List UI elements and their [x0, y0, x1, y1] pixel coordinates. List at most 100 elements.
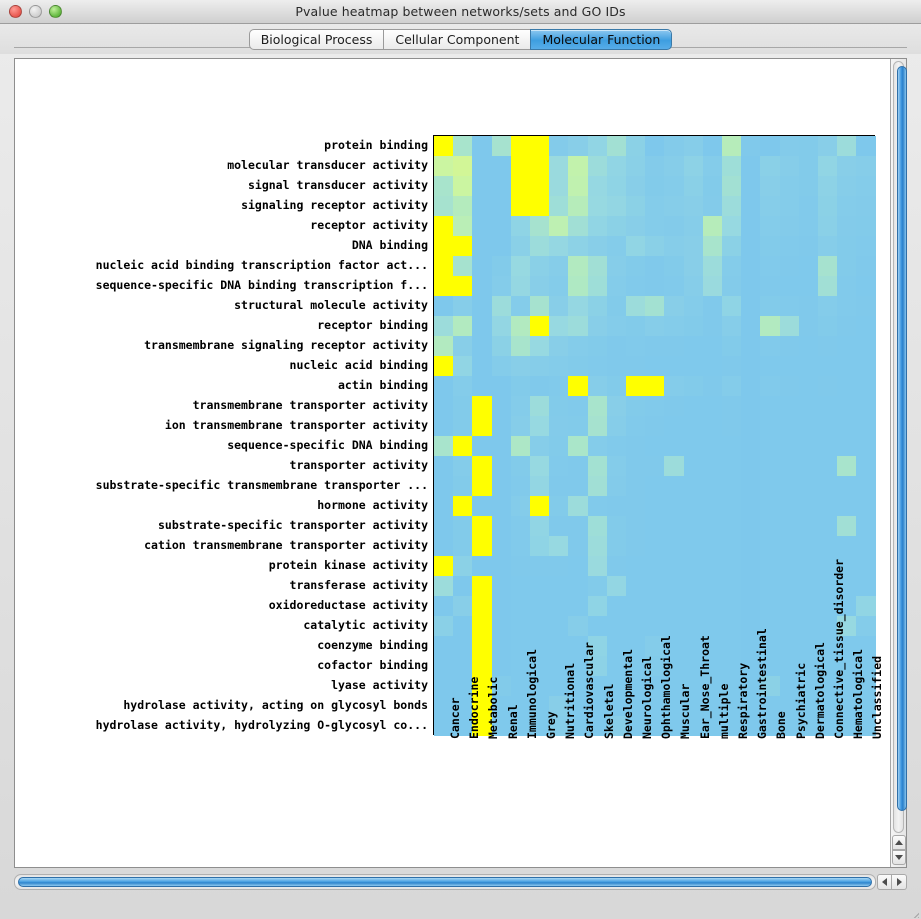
- heatmap-cell[interactable]: [472, 356, 493, 376]
- heatmap-cell[interactable]: [683, 176, 704, 196]
- heatmap-cell[interactable]: [568, 196, 589, 216]
- heatmap-cell[interactable]: [837, 216, 857, 236]
- heatmap-cell[interactable]: [837, 596, 857, 616]
- heatmap-cell[interactable]: [818, 356, 838, 376]
- heatmap-cell[interactable]: [798, 296, 819, 316]
- heatmap-cell[interactable]: [856, 416, 877, 436]
- heatmap-cell[interactable]: [818, 416, 838, 436]
- heatmap-cell[interactable]: [722, 656, 742, 676]
- heatmap-cell[interactable]: [818, 476, 838, 496]
- heatmap-cell[interactable]: [798, 516, 819, 536]
- heatmap-cell[interactable]: [779, 576, 800, 596]
- heatmap-cell[interactable]: [798, 436, 819, 456]
- heatmap-cell[interactable]: [510, 596, 531, 616]
- heatmap-cell[interactable]: [568, 336, 589, 356]
- heatmap-cell[interactable]: [453, 396, 473, 416]
- heatmap-cell[interactable]: [568, 236, 589, 256]
- heatmap-cell[interactable]: [491, 256, 512, 276]
- heatmap-cell[interactable]: [741, 436, 761, 456]
- heatmap-cell[interactable]: [856, 596, 877, 616]
- heatmap-cell[interactable]: [568, 376, 589, 396]
- heatmap-cell[interactable]: [779, 416, 800, 436]
- heatmap-cell[interactable]: [606, 356, 627, 376]
- heatmap-cell[interactable]: [856, 476, 877, 496]
- vertical-scroll-track[interactable]: [893, 61, 907, 833]
- scroll-right-button[interactable]: [892, 874, 907, 890]
- heatmap-cell[interactable]: [510, 436, 531, 456]
- heatmap-cell[interactable]: [453, 496, 473, 516]
- heatmap-cell[interactable]: [683, 536, 704, 556]
- heatmap-cell[interactable]: [491, 456, 512, 476]
- heatmap-cell[interactable]: [549, 636, 569, 656]
- heatmap-cell[interactable]: [760, 676, 781, 696]
- heatmap-cell[interactable]: [472, 156, 493, 176]
- heatmap-cell[interactable]: [626, 676, 646, 696]
- heatmap-cell[interactable]: [798, 316, 819, 336]
- heatmap-cell[interactable]: [530, 136, 550, 156]
- heatmap-cell[interactable]: [472, 636, 493, 656]
- heatmap-cell[interactable]: [453, 376, 473, 396]
- heatmap-cell[interactable]: [549, 576, 569, 596]
- heatmap-cell[interactable]: [645, 416, 665, 436]
- heatmap-cell[interactable]: [606, 456, 627, 476]
- heatmap-cell[interactable]: [587, 596, 608, 616]
- heatmap-cell[interactable]: [760, 156, 781, 176]
- heatmap-cell[interactable]: [741, 316, 761, 336]
- heatmap-grid[interactable]: [433, 135, 877, 736]
- heatmap-cell[interactable]: [702, 676, 723, 696]
- heatmap-cell[interactable]: [510, 416, 531, 436]
- heatmap-cell[interactable]: [510, 656, 531, 676]
- heatmap-cell[interactable]: [702, 156, 723, 176]
- heatmap-cell[interactable]: [702, 376, 723, 396]
- heatmap-cell[interactable]: [530, 296, 550, 316]
- heatmap-cell[interactable]: [856, 576, 877, 596]
- heatmap-cell[interactable]: [626, 496, 646, 516]
- heatmap-cell[interactable]: [702, 476, 723, 496]
- heatmap-cell[interactable]: [453, 596, 473, 616]
- heatmap-cell[interactable]: [664, 236, 685, 256]
- heatmap-cell[interactable]: [434, 196, 454, 216]
- heatmap-cell[interactable]: [606, 296, 627, 316]
- heatmap-cell[interactable]: [434, 676, 454, 696]
- heatmap-cell[interactable]: [837, 396, 857, 416]
- heatmap-cell[interactable]: [818, 496, 838, 516]
- heatmap-cell[interactable]: [702, 636, 723, 656]
- heatmap-cell[interactable]: [530, 716, 550, 736]
- heatmap-cell[interactable]: [453, 516, 473, 536]
- heatmap-cell[interactable]: [626, 236, 646, 256]
- heatmap-cell[interactable]: [722, 616, 742, 636]
- heatmap-cell[interactable]: [510, 316, 531, 336]
- heatmap-cell[interactable]: [491, 176, 512, 196]
- heatmap-cell[interactable]: [434, 236, 454, 256]
- heatmap-cell[interactable]: [491, 436, 512, 456]
- heatmap-cell[interactable]: [645, 296, 665, 316]
- heatmap-cell[interactable]: [664, 136, 685, 156]
- horizontal-scroll-track[interactable]: [14, 874, 876, 890]
- heatmap-cell[interactable]: [453, 616, 473, 636]
- heatmap-cell[interactable]: [760, 176, 781, 196]
- vertical-scroll-thumb[interactable]: [897, 66, 907, 811]
- heatmap-cell[interactable]: [779, 136, 800, 156]
- heatmap-cell[interactable]: [722, 596, 742, 616]
- heatmap-cell[interactable]: [798, 236, 819, 256]
- tab-cellular-component[interactable]: Cellular Component: [383, 28, 531, 50]
- heatmap-cell[interactable]: [491, 356, 512, 376]
- heatmap-cell[interactable]: [472, 456, 493, 476]
- heatmap-cell[interactable]: [645, 276, 665, 296]
- heatmap-cell[interactable]: [530, 236, 550, 256]
- heatmap-cell[interactable]: [856, 296, 877, 316]
- heatmap-cell[interactable]: [587, 176, 608, 196]
- heatmap-cell[interactable]: [645, 636, 665, 656]
- heatmap-cell[interactable]: [491, 196, 512, 216]
- heatmap-cell[interactable]: [722, 256, 742, 276]
- heatmap-cell[interactable]: [798, 376, 819, 396]
- heatmap-cell[interactable]: [587, 156, 608, 176]
- heatmap-cell[interactable]: [722, 696, 742, 716]
- heatmap-cell[interactable]: [818, 136, 838, 156]
- heatmap-cell[interactable]: [530, 516, 550, 536]
- heatmap-cell[interactable]: [837, 336, 857, 356]
- heatmap-cell[interactable]: [760, 636, 781, 656]
- tab-molecular-function[interactable]: Molecular Function: [530, 28, 673, 50]
- heatmap-cell[interactable]: [472, 316, 493, 336]
- heatmap-cell[interactable]: [434, 176, 454, 196]
